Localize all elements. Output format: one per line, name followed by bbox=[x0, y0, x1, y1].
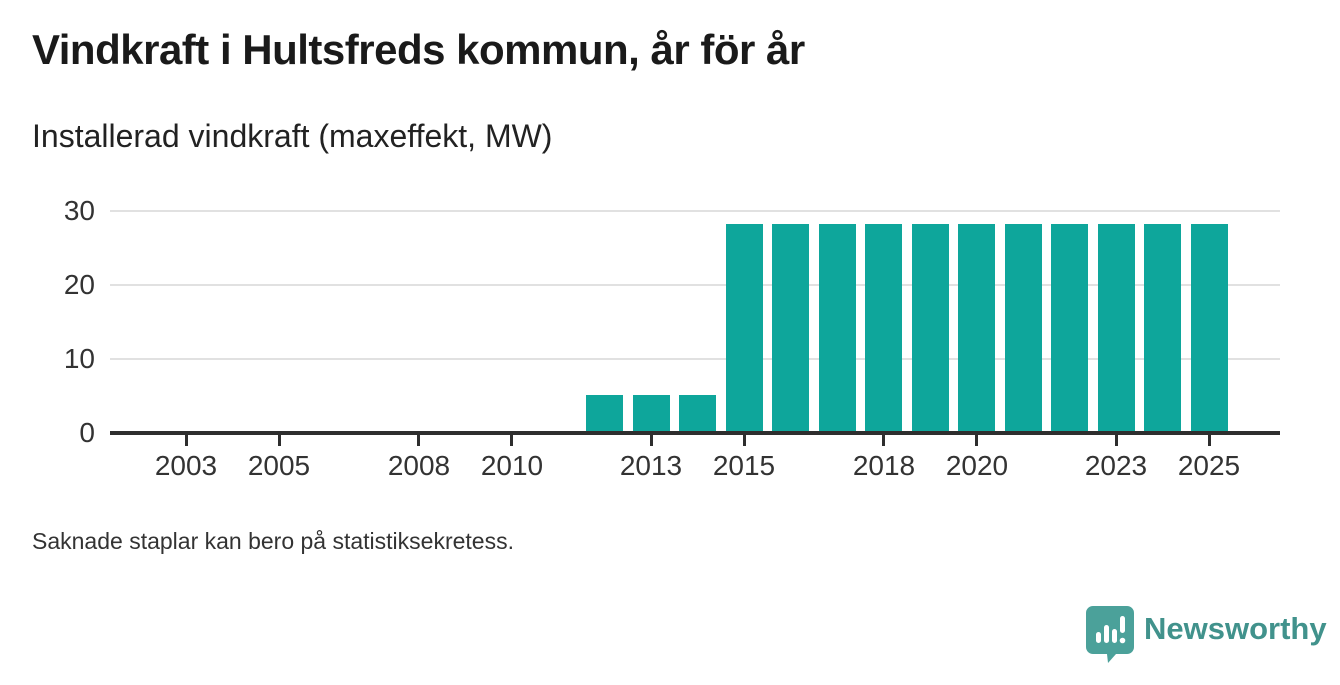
x-tick-2023 bbox=[1115, 434, 1118, 446]
bar-2023 bbox=[1098, 224, 1135, 433]
bar-2022 bbox=[1051, 224, 1088, 433]
x-axis-label: 2013 bbox=[619, 450, 683, 481]
bar-2020 bbox=[958, 224, 995, 433]
bar-2014 bbox=[679, 395, 716, 433]
bar-2016 bbox=[772, 224, 809, 433]
x-axis-label: 2005 bbox=[247, 450, 311, 481]
bar-2025 bbox=[1191, 224, 1228, 433]
bar-2013 bbox=[633, 395, 670, 433]
x-axis-label: 2025 bbox=[1177, 450, 1241, 481]
x-axis-label: 2003 bbox=[154, 450, 218, 481]
x-axis-line bbox=[110, 431, 1280, 435]
x-axis-label: 2010 bbox=[480, 450, 544, 481]
gridline-y-20 bbox=[110, 284, 1280, 286]
x-tick-2025 bbox=[1208, 434, 1211, 446]
newsworthy-logo: Newsworthy bbox=[1085, 605, 1327, 665]
y-axis-label: 10 bbox=[63, 343, 95, 374]
page-title: Vindkraft i Hultsfreds kommun, år för år bbox=[32, 26, 805, 73]
x-tick-2008 bbox=[417, 434, 420, 446]
gridline-y-30 bbox=[110, 210, 1280, 212]
bar-2012 bbox=[586, 395, 623, 433]
bar-2021 bbox=[1005, 224, 1042, 433]
newsworthy-speech-bubble-bar-chart-icon bbox=[1086, 606, 1134, 663]
x-axis-label: 2008 bbox=[387, 450, 451, 481]
x-tick-2010 bbox=[510, 434, 513, 446]
bar-2019 bbox=[912, 224, 949, 433]
newsworthy-wordmark: Newsworthy bbox=[1144, 611, 1327, 646]
bar-2015 bbox=[726, 224, 763, 433]
page-subtitle: Installerad vindkraft (maxeffekt, MW) bbox=[32, 118, 553, 154]
y-axis-label: 20 bbox=[63, 269, 95, 300]
bar-2018 bbox=[865, 224, 902, 433]
x-tick-2005 bbox=[278, 434, 281, 446]
bar-2024 bbox=[1144, 224, 1181, 433]
x-axis-label: 2015 bbox=[712, 450, 776, 481]
x-tick-2018 bbox=[882, 434, 885, 446]
x-axis-label: 2018 bbox=[852, 450, 916, 481]
chart-footnote: Saknade staplar kan bero på statistiksek… bbox=[32, 528, 514, 554]
x-axis-label: 2020 bbox=[945, 450, 1009, 481]
y-axis-label: 30 bbox=[63, 195, 95, 226]
x-axis-label: 2023 bbox=[1084, 450, 1148, 481]
y-axis-label: 0 bbox=[79, 417, 95, 448]
x-tick-2003 bbox=[185, 434, 188, 446]
x-tick-2015 bbox=[743, 434, 746, 446]
gridline-y-10 bbox=[110, 358, 1280, 360]
x-tick-2013 bbox=[650, 434, 653, 446]
x-tick-2020 bbox=[975, 434, 978, 446]
bar-2017 bbox=[819, 224, 856, 433]
